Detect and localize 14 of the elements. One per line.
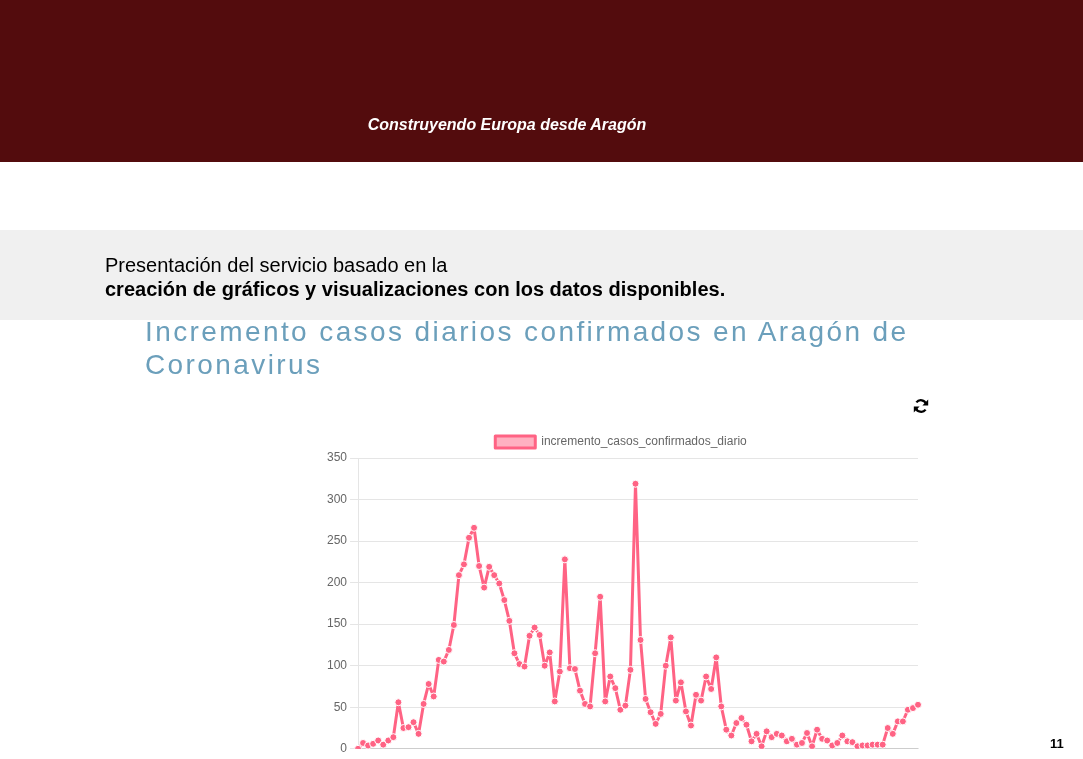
y-tick-label: 150 bbox=[326, 616, 348, 631]
text: creación de gráficos y visualizaciones con los datos disponibles. bbox=[105, 277, 726, 301]
text: Presentación del servicio basado en la bbox=[105, 253, 448, 277]
y-tick-label: 0 bbox=[340, 741, 348, 756]
y-tick-label: 350 bbox=[326, 450, 348, 465]
chart-title: Incremento casos diarios confirmados en Aragón de Coronavirus bbox=[145, 315, 910, 381]
y-tick-label: 300 bbox=[326, 491, 348, 506]
text: 11 bbox=[1050, 736, 1064, 752]
y-tick-label: 250 bbox=[326, 533, 348, 548]
text: Construyendo Europa desde Aragón bbox=[366, 115, 648, 135]
y-tick-label: 50 bbox=[333, 699, 348, 714]
legend-label: incremento_casos_confirmados_diario bbox=[541, 434, 748, 449]
y-tick-label: 100 bbox=[326, 658, 348, 673]
y-tick-label: 200 bbox=[326, 574, 348, 589]
